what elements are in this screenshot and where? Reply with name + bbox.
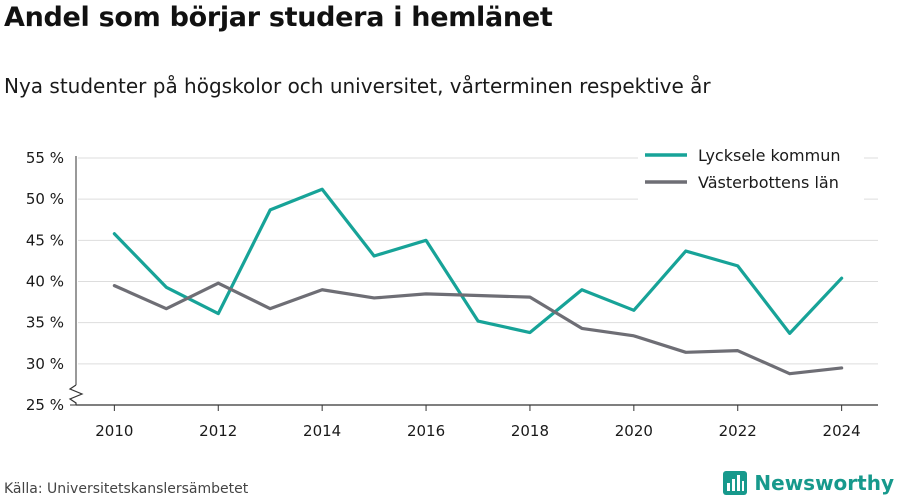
- chart-subtitle: Nya studenter på högskolor och universit…: [4, 74, 711, 98]
- chart-title: Andel som börjar studera i hemlänet: [4, 2, 553, 33]
- axes: 25 % 30 % 35 % 40 % 45 % 50 % 55 % 2010 2012 2014…: [26, 149, 878, 440]
- x-tick-label: 2024: [823, 422, 861, 440]
- x-tick-label: 2010: [95, 422, 133, 440]
- y-tick-label: 45 %: [26, 231, 64, 249]
- x-tick-label: 2018: [511, 422, 549, 440]
- axis-break-icon: [68, 384, 84, 405]
- series-lines: [112, 187, 844, 376]
- y-tick-label: 30 %: [26, 355, 64, 373]
- y-tick-label: 40 %: [26, 273, 64, 291]
- series-line-vasterbottens-lan: [112, 281, 844, 376]
- y-tick-label: 25 %: [26, 396, 64, 414]
- x-tick-label: 2020: [615, 422, 653, 440]
- x-tick-label: 2012: [199, 422, 237, 440]
- brand-name: Newsworthy: [754, 471, 894, 495]
- legend-label: Lycksele kommun: [698, 146, 840, 165]
- y-tick-label: 55 %: [26, 149, 64, 167]
- legend-label: Västerbottens län: [698, 173, 839, 192]
- y-tick-label: 50 %: [26, 190, 64, 208]
- legend-background: [638, 142, 864, 200]
- brand-logo: Newsworthy: [722, 470, 894, 496]
- x-tick-label: 2014: [303, 422, 341, 440]
- series-line-lycksele-kommun: [112, 187, 844, 335]
- legend: Lycksele kommun Västerbottens län: [638, 142, 864, 200]
- x-tick-label: 2016: [407, 422, 445, 440]
- source-note: Källa: Universitetskanslersämbetet: [4, 481, 249, 497]
- y-tick-label: 35 %: [26, 314, 64, 332]
- x-tick-label: 2022: [719, 422, 757, 440]
- bar-chart-logo-icon: [723, 471, 748, 495]
